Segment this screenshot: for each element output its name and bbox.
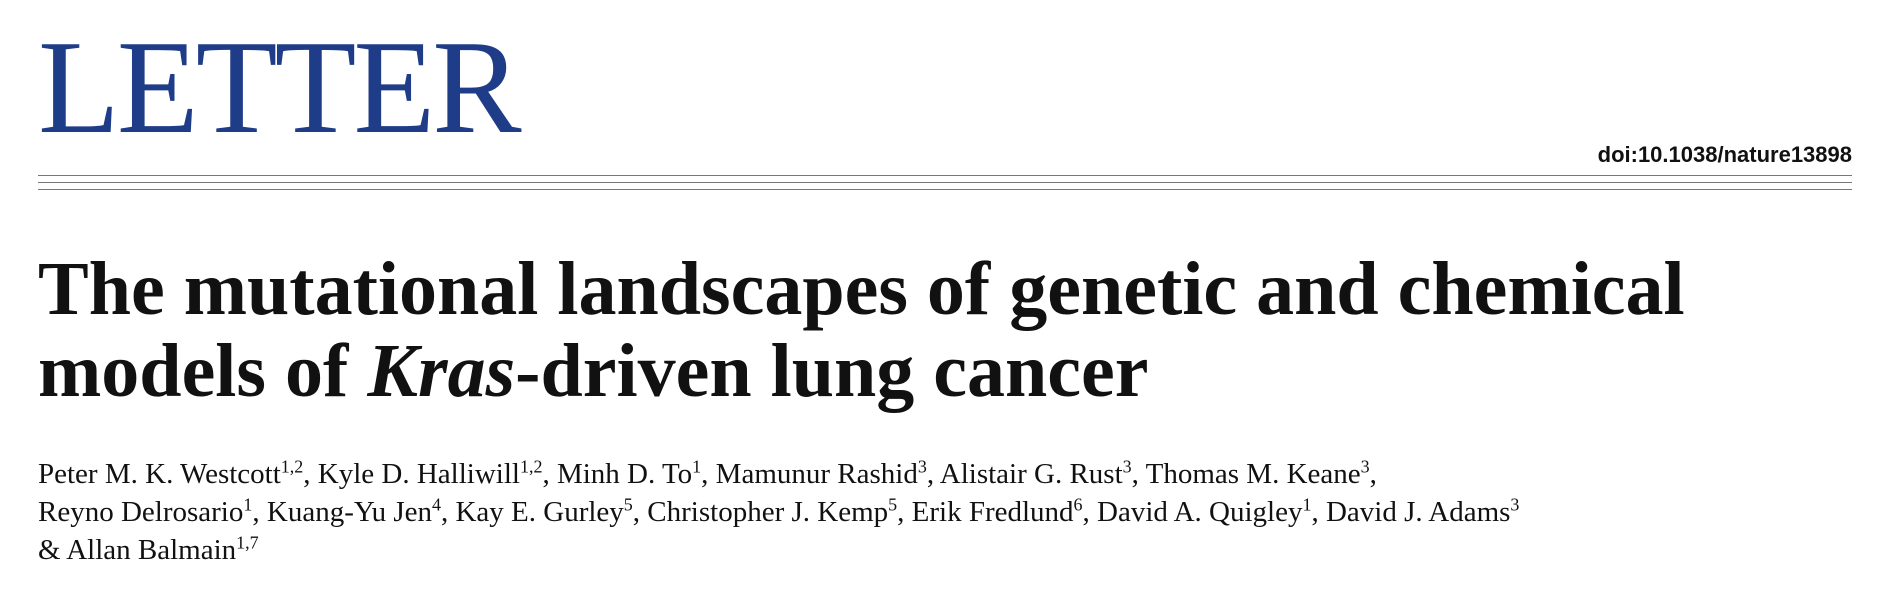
affiliation: 3 [1360,456,1370,477]
affiliation: 5 [623,494,633,515]
author-name: Minh D. To [556,458,693,490]
author: Christopher J. Kemp5, [647,494,905,528]
author: Erik Fredlund6, [911,494,1090,528]
separator: , [542,458,550,490]
author: Reyno Delrosario1, [38,494,260,528]
title: The mutational landscapes of genetic and… [38,248,1685,412]
author-name: David A. Quigley [1097,496,1303,528]
author-name: Alistair G. Rust [939,458,1123,490]
author: Minh D. To1, [556,456,709,490]
author: Kay E. Gurley5, [455,494,641,528]
author: Thomas M. Keane3, [1145,456,1377,490]
author: & Allan Balmain1,7 [38,532,259,566]
separator: , [252,496,260,528]
author: Kyle D. Halliwill1,2, [317,456,550,490]
author-line: & Allan Balmain1,7 [38,531,1519,569]
author-name: Peter M. K. Westcott [38,458,281,490]
author-name: Reyno Delrosario [38,496,244,528]
affiliation: 1 [243,494,253,515]
affiliation: 1,2 [519,456,543,477]
separator: , [1082,496,1090,528]
separator: , [1311,496,1319,528]
author: David J. Adams3 [1325,494,1520,528]
author-line: Peter M. K. Westcott1,2, Kyle D. Halliwi… [38,455,1519,493]
affiliation: 6 [1073,494,1083,515]
separator: , [440,496,449,528]
title-line: models of Kras-driven lung cancer [38,330,1685,412]
author-name: Erik Fredlund [911,496,1074,528]
author-name: Kay E. Gurley [455,496,624,528]
affiliation: 5 [888,494,898,515]
author-name: Thomas M. Keane [1145,458,1361,490]
affiliation: 3 [1510,494,1520,515]
author: Peter M. K. Westcott1,2, [38,456,311,490]
affiliation: 3 [1122,456,1132,477]
separator: , [1369,458,1377,490]
author-line: Reyno Delrosario1, Kuang-Yu Jen4, Kay E.… [38,493,1519,531]
article-type: LETTER [38,13,522,161]
affiliation: 1,2 [280,456,304,477]
separator: , [897,496,905,528]
separator: , [303,458,311,490]
separator: , [1131,458,1139,490]
separator: , [701,458,709,490]
title-segment: -driven lung cancer [515,329,1149,413]
title-segment: models of [38,329,368,413]
author-name: Allan Balmain [66,534,237,566]
author-name: Kuang-Yu Jen [266,496,432,528]
rule [38,175,1852,176]
rule [38,182,1852,183]
author-name: Christopher J. Kemp [647,496,889,528]
author: David A. Quigley1, [1097,494,1319,528]
title-segment: Kras [367,329,516,413]
rule [38,189,1852,190]
affiliation: 1 [692,456,702,477]
author: Alistair G. Rust3, [939,456,1139,490]
conjunction: & [38,534,61,566]
author-name: Kyle D. Halliwill [317,458,520,490]
author: Mamunur Rashid3, [715,456,935,490]
affiliation: 4 [431,494,441,515]
affiliation: 1,7 [236,532,259,553]
authors: Peter M. K. Westcott1,2, Kyle D. Halliwi… [38,455,1519,569]
separator: , [632,496,641,528]
author-name: Mamunur Rashid [715,458,918,490]
title-segment: The mutational landscapes of genetic and… [38,247,1685,331]
title-line: The mutational landscapes of genetic and… [38,248,1685,330]
affiliation: 1 [1302,494,1312,515]
separator: , [926,458,935,490]
affiliation: 3 [917,456,927,477]
author-name: David J. Adams [1325,496,1511,528]
doi: doi:10.1038/nature13898 [1597,142,1852,167]
author: Kuang-Yu Jen4, [266,494,449,528]
